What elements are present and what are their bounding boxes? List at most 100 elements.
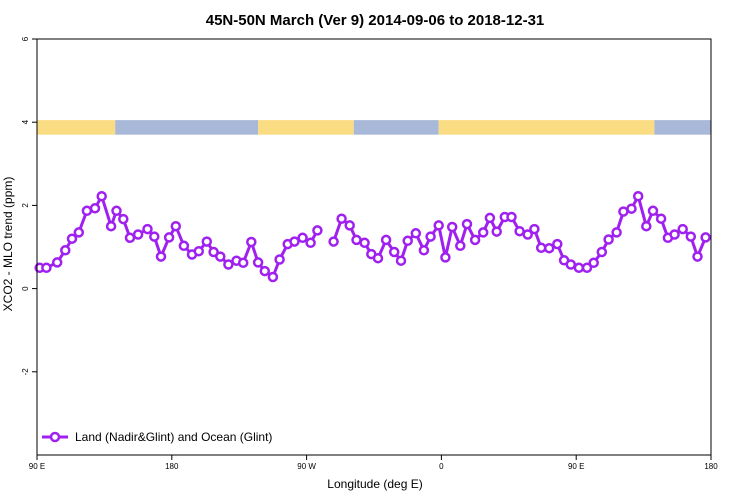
data-point — [565, 259, 577, 270]
data-point — [506, 211, 517, 223]
data-point — [477, 227, 489, 238]
data-point — [692, 251, 703, 262]
data-point — [96, 190, 107, 202]
plot-frame — [36, 38, 712, 456]
data-point — [372, 252, 384, 264]
data-point — [491, 226, 502, 237]
data-point — [201, 236, 213, 247]
data-point — [312, 225, 323, 236]
band-segment-ocean — [115, 120, 259, 135]
data-point — [51, 257, 63, 268]
data-point — [81, 205, 93, 217]
data-point — [641, 220, 652, 232]
data-point — [446, 221, 458, 233]
data-point — [359, 237, 370, 249]
data-point — [66, 233, 78, 244]
data-point — [700, 232, 711, 243]
data-point — [469, 234, 481, 246]
data-point — [246, 236, 257, 248]
data-point — [344, 220, 355, 231]
data-point — [418, 245, 430, 256]
data-point — [60, 245, 71, 256]
data-point — [522, 229, 533, 240]
data-point — [336, 213, 347, 224]
legend: Land (Nadir&Glint) and Ocean (Glint) — [42, 430, 272, 444]
data-point — [41, 262, 52, 274]
data-point — [529, 223, 540, 235]
data-point — [395, 255, 407, 266]
data-point — [588, 257, 599, 269]
data-point — [611, 227, 622, 238]
data-point — [647, 205, 659, 217]
data-point — [170, 220, 182, 232]
data-point — [105, 220, 117, 232]
data-point — [155, 251, 167, 262]
y-axis-label: XCO2 - MLO trend (ppm) — [1, 177, 15, 312]
data-point — [669, 229, 680, 240]
y-tick-label: 4 — [21, 119, 30, 124]
data-point — [193, 245, 205, 257]
data-point — [380, 234, 392, 246]
data-point — [259, 265, 271, 277]
band-segment-ocean — [654, 120, 711, 135]
data-point — [388, 246, 400, 258]
data-point — [178, 240, 190, 252]
x-tick-label: 180 — [704, 462, 718, 471]
data-point — [596, 246, 608, 258]
data-point — [514, 225, 525, 237]
data-point — [289, 236, 300, 247]
data-point — [552, 238, 563, 250]
legend-label: Land (Nadir&Glint) and Ocean (Glint) — [75, 430, 272, 444]
data-point — [89, 203, 101, 214]
data-point — [581, 262, 593, 274]
legend-marker — [49, 431, 61, 443]
data-point — [632, 190, 644, 202]
series-layer — [34, 190, 711, 283]
data-point — [237, 257, 249, 269]
data-point — [252, 257, 264, 268]
data-point — [603, 234, 614, 245]
data-point — [274, 254, 285, 265]
data-point — [543, 242, 555, 254]
land-ocean-band — [37, 120, 711, 135]
x-tick-label: 90 W — [297, 462, 316, 471]
data-point — [132, 229, 144, 240]
data-point — [573, 262, 585, 274]
data-point — [626, 203, 637, 214]
data-point — [461, 218, 473, 230]
data-point — [484, 212, 496, 224]
data-point — [440, 252, 451, 263]
data-point — [433, 220, 444, 231]
data-point — [425, 231, 436, 242]
data-point — [73, 227, 85, 238]
data-point — [124, 232, 136, 244]
data-point — [163, 232, 175, 243]
data-point — [208, 246, 219, 258]
data-point — [455, 240, 466, 252]
data-point — [685, 231, 697, 242]
chart-title: 45N-50N March (Ver 9) 2014-09-06 to 2018… — [206, 12, 545, 29]
data-point — [410, 228, 422, 239]
x-axis-label: Longitude (deg E) — [327, 477, 422, 491]
data-point — [215, 251, 226, 262]
data-point — [618, 206, 629, 217]
x-tick-label: 0 — [439, 462, 444, 471]
band-segment-land — [438, 120, 655, 135]
data-point — [118, 213, 129, 225]
data-point — [267, 271, 279, 283]
x-tick-label: 90 E — [29, 462, 45, 471]
x-tick-label: 90 E — [568, 462, 584, 471]
x-tick-label: 180 — [165, 462, 179, 471]
data-point — [655, 213, 667, 224]
band-segment-ocean — [353, 120, 439, 135]
data-point — [402, 235, 413, 247]
y-tick-label: 6 — [21, 36, 30, 41]
y-tick-label: -2 — [21, 368, 30, 376]
y-tick-label: 2 — [21, 203, 30, 208]
data-point — [297, 232, 308, 244]
data-point — [111, 205, 122, 217]
data-point — [677, 223, 688, 235]
band-segment-land — [37, 120, 116, 135]
data-point — [142, 223, 153, 235]
